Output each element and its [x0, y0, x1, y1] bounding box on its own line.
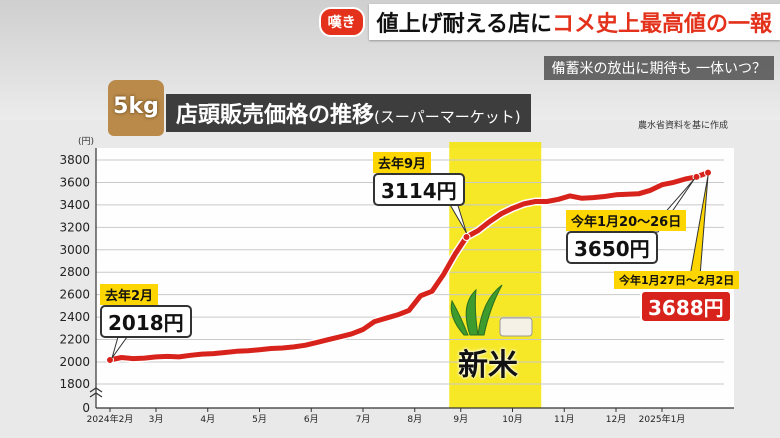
- x-tick-label: 5月: [252, 414, 267, 425]
- y-tick-label: 1800: [59, 377, 90, 391]
- data-point: [462, 232, 471, 241]
- y-tick-label: 2400: [59, 310, 90, 324]
- y-tick-label: 2800: [59, 265, 90, 279]
- data-point: [692, 172, 701, 181]
- x-tick-label: 7月: [356, 414, 371, 425]
- headline-part2: コメ史上最高値の一報: [551, 12, 772, 37]
- y-tick-label: 3600: [59, 175, 90, 189]
- x-tick-label: 11月: [554, 414, 574, 425]
- data-point: [704, 168, 712, 177]
- axis-break-mark: [89, 387, 103, 398]
- y-tick-label: 2000: [59, 355, 90, 369]
- annotation-feb-value: 2018円: [100, 305, 192, 338]
- annotation-feb-tag: 去年2月: [100, 284, 159, 305]
- data-point: [106, 355, 114, 364]
- y-tick-label: 0: [82, 401, 90, 415]
- series-line: [107, 170, 711, 363]
- headline-part1: 値上げ耐える店に: [376, 12, 552, 37]
- rice-plant-icon: [450, 284, 503, 336]
- y-tick-label: 3000: [59, 243, 90, 257]
- annotation-jan-tag: 今年1月20～26日: [566, 210, 687, 231]
- y-tick-label: 2200: [59, 333, 90, 347]
- annotation-sep-tag: 去年9月: [373, 152, 432, 173]
- x-tick-label: 12月: [606, 414, 626, 425]
- annotation-sep-value: 3114円: [373, 173, 465, 206]
- chart-title-sub: (スーパーマーケット): [374, 108, 521, 126]
- x-tick-label: 4月: [200, 414, 215, 425]
- y-tick-label: 3400: [59, 198, 90, 212]
- annotation-jan-value: 3650円: [566, 231, 658, 264]
- new-rice-label: 新米: [458, 348, 518, 383]
- x-tick-label: 2025年1月: [639, 413, 686, 425]
- x-tick-label: 10月: [502, 414, 522, 425]
- subheadline: 備蓄米の放出に期待も 一体いつ？: [543, 56, 774, 80]
- weight-badge: 5kg: [113, 94, 159, 119]
- annotation-last-tag: 今年1月27日～2月2日: [614, 271, 740, 289]
- rice-box-icon: [499, 317, 533, 337]
- headline: 嘆き 値上げ耐える店にコメ史上最高値の一報: [318, 4, 780, 40]
- x-tick-label: 8月: [407, 414, 422, 425]
- x-tick-label: 9月: [453, 414, 468, 425]
- chart-title-main: 店頭販売価格の推移: [176, 103, 375, 128]
- chart-title: 店頭販売価格の推移(スーパーマーケット): [166, 94, 531, 132]
- source-note: 農水省資料を基に作成: [637, 121, 728, 131]
- y-tick-label: 3800: [59, 153, 90, 167]
- headline-text: 値上げ耐える店にコメ史上最高値の一報: [368, 4, 780, 40]
- annotation-last-value: 3688円: [640, 290, 732, 323]
- x-tick-label: 3月: [149, 414, 164, 425]
- y-tick-label: 3200: [59, 220, 90, 234]
- y-tick-label: 2600: [59, 288, 90, 302]
- x-tick-label: 6月: [304, 414, 319, 425]
- x-tick-label: 2024年2月: [87, 413, 134, 425]
- headline-tag: 嘆き: [318, 7, 365, 37]
- rice-bag-icon: 5kg: [108, 80, 164, 136]
- y-axis-unit: (円): [78, 136, 94, 147]
